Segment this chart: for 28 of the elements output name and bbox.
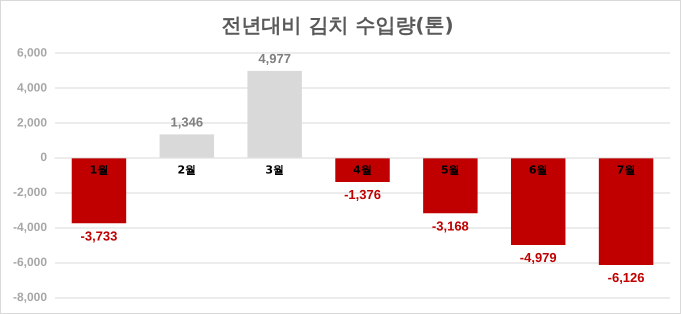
data-label: -1,376 bbox=[344, 187, 381, 202]
data-label: -6,126 bbox=[608, 270, 645, 286]
x-tick-label: 5월 bbox=[441, 163, 460, 176]
data-label: -3,733 bbox=[80, 228, 118, 244]
x-tick-label: 2월 bbox=[177, 163, 196, 176]
x-tick-label: 1월 bbox=[90, 163, 108, 176]
data-label: -4,979 bbox=[520, 250, 557, 266]
y-tick-label: 0 bbox=[40, 150, 48, 164]
y-tick-label: -2,000 bbox=[12, 185, 48, 200]
y-tick-label: 2,000 bbox=[16, 115, 48, 130]
y-tick-label: -6,000 bbox=[12, 255, 48, 270]
data-label: 1,346 bbox=[170, 114, 204, 130]
x-tick-label: 4월 bbox=[353, 163, 372, 176]
y-tick-label: -8,000 bbox=[12, 290, 48, 304]
bar bbox=[335, 158, 390, 182]
data-label: 4,977 bbox=[258, 50, 291, 66]
bar bbox=[423, 158, 478, 214]
y-tick-label: 4,000 bbox=[16, 80, 48, 94]
bar bbox=[72, 158, 126, 224]
bar bbox=[510, 158, 566, 245]
bar bbox=[598, 158, 654, 266]
y-tick-label: 6,000 bbox=[16, 45, 48, 60]
x-tick-label: 7월 bbox=[616, 163, 636, 176]
data-label: -3,168 bbox=[432, 218, 469, 234]
y-tick-label: -4,000 bbox=[12, 220, 48, 234]
x-tick-label: 6월 bbox=[528, 163, 548, 176]
x-tick-label: 3월 bbox=[265, 163, 284, 176]
chart-title: 전년대비 김치 수입량(톤) bbox=[221, 13, 454, 38]
